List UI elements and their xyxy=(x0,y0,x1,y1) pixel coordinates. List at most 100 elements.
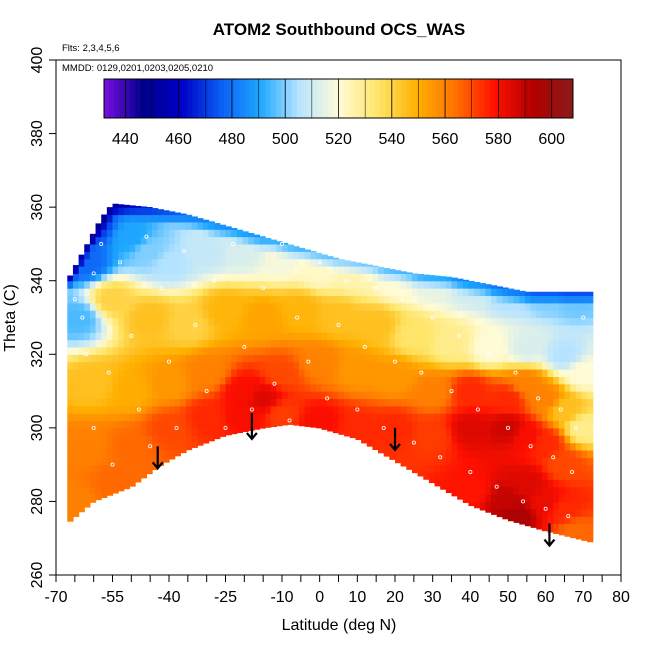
heatmap-cell xyxy=(169,354,176,363)
heatmap-cell xyxy=(163,251,170,260)
heatmap-cell xyxy=(581,501,588,510)
heatmap-cell xyxy=(129,354,136,363)
heatmap-cell xyxy=(219,413,227,422)
heatmap-cell xyxy=(95,288,102,297)
sample-point xyxy=(536,396,541,401)
heatmap-cell xyxy=(118,288,125,297)
heatmap-cell xyxy=(468,361,475,370)
heatmap-cell xyxy=(558,479,566,488)
heatmap-cell xyxy=(524,391,532,400)
heatmap-cell xyxy=(135,243,142,252)
heatmap-cell xyxy=(417,435,424,444)
heatmap-cell xyxy=(67,427,74,436)
heatmap-cell xyxy=(265,339,272,348)
heatmap-cell xyxy=(282,280,289,289)
heatmap-cell xyxy=(564,324,571,333)
heatmap-cell xyxy=(163,302,170,311)
heatmap-cell xyxy=(462,339,470,348)
heatmap-cell xyxy=(298,383,306,392)
heatmap-cell xyxy=(474,427,481,436)
heatmap-cell xyxy=(327,273,334,282)
heatmap-cell xyxy=(496,427,503,436)
heatmap-cell xyxy=(180,435,187,444)
heatmap-cell xyxy=(169,324,176,333)
heatmap-cell xyxy=(208,266,215,274)
sample-point xyxy=(430,315,435,320)
heatmap-cell xyxy=(496,398,503,407)
heatmap-cell xyxy=(259,332,266,341)
heatmap-cell xyxy=(140,302,147,311)
heatmap-cell xyxy=(78,317,85,326)
heatmap-cell xyxy=(445,405,453,414)
heatmap-cell xyxy=(118,405,125,414)
heatmap-cell xyxy=(587,501,594,510)
heatmap-cell xyxy=(214,324,221,333)
heatmap-cell xyxy=(304,288,311,297)
heatmap-cell xyxy=(570,361,577,370)
heatmap-cell xyxy=(84,339,91,348)
heatmap-cell xyxy=(248,405,255,414)
heatmap-cell xyxy=(587,530,594,539)
heatmap-cell xyxy=(581,435,588,444)
heatmap-cell xyxy=(496,494,503,503)
heatmap-cell xyxy=(140,206,147,208)
heatmap-cell xyxy=(129,229,136,238)
heatmap-cell xyxy=(174,354,181,363)
heatmap-cell xyxy=(366,369,373,377)
heatmap-cell xyxy=(491,435,498,444)
heatmap-cell xyxy=(129,251,136,260)
heatmap-cell xyxy=(225,258,232,267)
sample-point xyxy=(411,440,416,445)
heatmap-cell xyxy=(479,501,486,510)
heatmap-cell xyxy=(152,280,159,289)
heatmap-cell xyxy=(214,251,221,260)
heatmap-cell xyxy=(298,391,306,400)
colorbar-segment xyxy=(463,79,470,118)
heatmap-cell xyxy=(95,369,102,377)
heatmap-cell xyxy=(575,530,583,539)
heatmap-cell xyxy=(118,464,125,473)
heatmap-cell xyxy=(355,413,362,422)
heatmap-cell xyxy=(197,398,204,407)
heatmap-cell xyxy=(406,339,413,348)
heatmap-cell xyxy=(248,310,255,319)
heatmap-cell xyxy=(428,369,436,377)
heatmap-cell xyxy=(496,420,503,429)
heatmap-cell xyxy=(502,302,509,311)
heatmap-cell xyxy=(214,398,221,407)
heatmap-cell xyxy=(411,310,419,319)
heatmap-cell xyxy=(253,266,260,274)
heatmap-cell xyxy=(157,457,164,466)
heatmap-cell xyxy=(349,361,357,370)
heatmap-cell xyxy=(553,339,560,348)
heatmap-cell xyxy=(536,317,543,326)
heatmap-cell xyxy=(95,427,102,436)
heatmap-cell xyxy=(338,266,345,274)
heatmap-cell xyxy=(276,243,283,252)
heatmap-cell xyxy=(214,280,221,289)
heatmap-cell xyxy=(253,302,260,311)
heatmap-cell xyxy=(208,236,215,245)
heatmap-cell xyxy=(208,221,215,223)
heatmap-cell xyxy=(366,376,373,385)
heatmap-cell xyxy=(140,317,147,326)
heatmap-cell xyxy=(479,398,486,407)
heatmap-cell xyxy=(197,251,204,260)
heatmap-cell xyxy=(270,383,277,392)
heatmap-cell xyxy=(400,464,407,467)
heatmap-cell xyxy=(259,324,266,333)
heatmap-cell xyxy=(112,369,119,377)
heatmap-cell xyxy=(411,354,419,363)
heatmap-cell xyxy=(502,427,509,436)
sample-point xyxy=(381,425,386,430)
colorbar-segment xyxy=(479,79,485,118)
heatmap-cell xyxy=(417,310,424,319)
colorbar-segment xyxy=(291,79,298,118)
heatmap-cell xyxy=(474,486,481,495)
heatmap-cell xyxy=(338,259,345,267)
heatmap-cell xyxy=(231,383,238,392)
heatmap-cell xyxy=(496,435,503,444)
x-tick-label: 70 xyxy=(574,589,592,606)
heatmap-cell xyxy=(101,405,108,414)
heatmap-cell xyxy=(389,405,396,414)
